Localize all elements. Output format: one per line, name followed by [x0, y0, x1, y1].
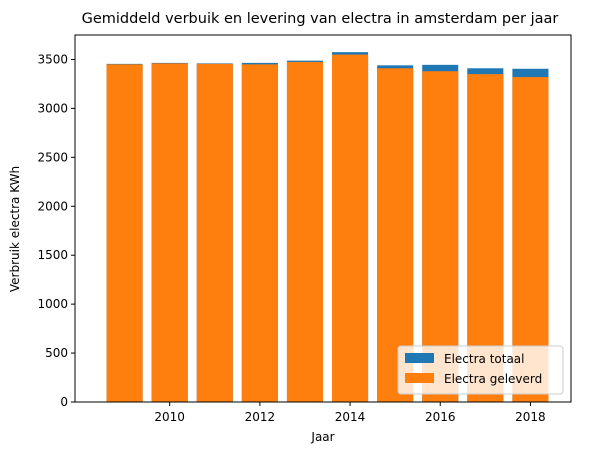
x-tick-label: 2018 — [515, 410, 546, 424]
plot-frame — [74, 34, 572, 403]
x-tick-label: 2014 — [335, 410, 366, 424]
y-axis: 0 500 1000 1500 2000 2500 3000 3500 — [37, 52, 75, 409]
bar-geleverd-2014 — [332, 54, 369, 402]
y-tick-label: 0 — [60, 395, 68, 409]
legend-label-totaal: Electra totaal — [444, 352, 525, 366]
bar-geleverd-2010 — [151, 63, 188, 402]
bar-geleverd-2011 — [196, 63, 233, 402]
y-tick-label: 2500 — [37, 150, 68, 164]
legend-box — [397, 345, 564, 395]
legend-swatch-totaal — [405, 353, 434, 363]
legend: Electra totaal Electra geleverd — [397, 345, 564, 395]
x-axis: 2010 2012 2014 2016 2018 — [154, 402, 546, 424]
y-tick-label: 1500 — [37, 248, 68, 262]
bar-geleverd-2013 — [286, 61, 323, 403]
chart-title: Gemiddeld verbuik en levering van electr… — [82, 11, 559, 27]
y-tick-label: 3000 — [37, 101, 68, 115]
bar-geleverd-2009 — [106, 64, 143, 403]
legend-swatch-geleverd — [405, 373, 434, 383]
x-tick-label: 2010 — [154, 410, 185, 424]
y-tick-label: 1000 — [37, 297, 68, 311]
y-axis-label: Verbruik electra KWh — [8, 166, 22, 292]
y-tick-label: 500 — [45, 346, 68, 360]
y-tick-label: 2000 — [37, 199, 68, 213]
y-tick-label: 3500 — [37, 52, 68, 66]
x-tick-label: 2016 — [425, 410, 456, 424]
x-axis-label: Jaar — [310, 430, 334, 444]
legend-label-geleverd: Electra geleverd — [444, 372, 542, 386]
x-tick-label: 2012 — [245, 410, 276, 424]
bar-geleverd-2012 — [241, 64, 278, 403]
